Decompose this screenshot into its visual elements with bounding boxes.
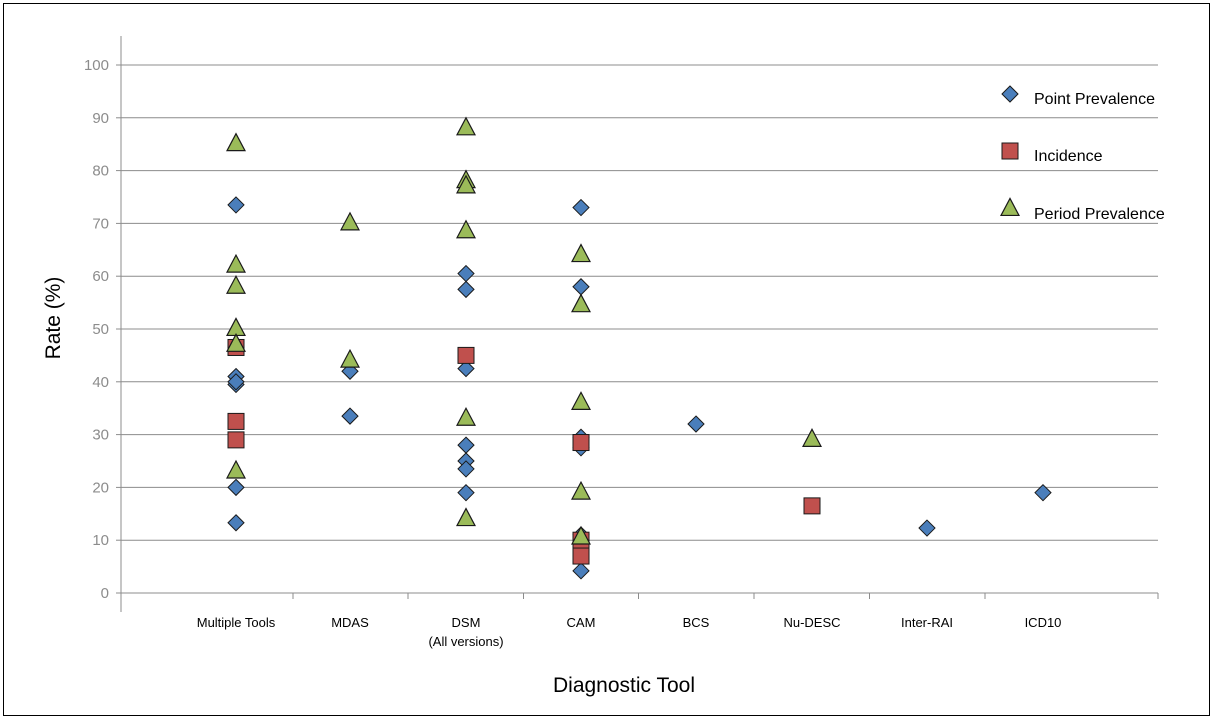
legend-item: Point Prevalence	[1001, 85, 1155, 108]
triangle-point	[456, 174, 476, 194]
triangle-point	[571, 525, 591, 545]
diamond-point	[572, 562, 590, 580]
legend: Point Prevalence Incidence Period Prevalen…	[1000, 85, 1165, 223]
gridlines	[121, 64, 1158, 541]
triangle-point	[226, 459, 246, 479]
x-tick-label: CAM	[567, 615, 596, 630]
y-tick-label: 100	[84, 57, 109, 74]
y-tick-labels: 0 10 20 30 40 50 60 70 80 90 100	[84, 57, 109, 602]
diamond-point	[457, 460, 475, 478]
triangle-point	[226, 317, 246, 337]
square-point	[803, 497, 821, 515]
legend-item: Incidence	[1001, 142, 1103, 165]
square-point	[572, 434, 590, 452]
triangle-point	[571, 293, 591, 313]
data-points	[226, 116, 1052, 580]
legend-triangle-icon	[1000, 197, 1020, 217]
triangle-point	[340, 348, 360, 368]
triangle-point	[456, 116, 476, 136]
triangle-point	[456, 406, 476, 426]
x-tick-label: (All versions)	[428, 634, 503, 649]
square-point	[227, 412, 245, 430]
triangle-point	[571, 391, 591, 410]
diamond-point	[227, 478, 245, 497]
legend-label: Point Prevalence	[1034, 91, 1155, 108]
triangle-point	[802, 428, 822, 447]
legend-label: Period Prevalence	[1034, 206, 1165, 223]
diamond-point	[227, 373, 245, 391]
x-tick-label: BCS	[683, 615, 710, 630]
diamond-point	[457, 280, 475, 299]
axes	[116, 36, 1159, 612]
triangle-point	[226, 132, 246, 152]
diamond-point	[687, 415, 705, 433]
y-tick-label: 60	[92, 268, 109, 285]
y-tick-label: 50	[92, 321, 109, 338]
triangle-point	[226, 253, 246, 273]
y-tick-label: 40	[92, 374, 109, 391]
x-tick-label: Nu-DESC	[783, 615, 840, 630]
y-tick-label: 30	[92, 427, 109, 444]
legend-label: Incidence	[1034, 148, 1103, 165]
y-tick-label: 70	[92, 215, 109, 232]
x-tick-label: Multiple Tools	[197, 615, 276, 630]
x-tick-label: ICD10	[1025, 615, 1062, 630]
y-tick-label: 90	[92, 110, 109, 127]
diamond-point	[227, 514, 245, 532]
diamond-point	[572, 198, 590, 217]
triangle-point	[226, 333, 246, 352]
y-axis-title: Rate (%)	[42, 277, 65, 360]
diamond-point	[341, 407, 359, 425]
square-point	[572, 547, 590, 565]
x-axis-title: Diagnostic Tool	[553, 674, 695, 697]
triangle-point	[571, 480, 591, 500]
diamond-point	[918, 519, 936, 537]
legend-diamond-icon	[1001, 85, 1019, 103]
y-tick-label: 0	[101, 585, 109, 602]
diamond-point	[572, 278, 590, 296]
diamond-point	[227, 196, 245, 214]
triangle-point	[571, 243, 591, 263]
diamond-point	[457, 436, 475, 454]
x-tick-label: DSM	[452, 615, 481, 630]
y-tick-label: 20	[92, 479, 109, 496]
chart-frame	[3, 3, 1210, 716]
diamond-point	[457, 359, 475, 378]
x-tick-label: Inter-RAI	[901, 615, 953, 630]
legend-square-icon	[1001, 142, 1019, 160]
diamond-point	[457, 483, 475, 502]
x-tick-labels: Multiple Tools MDAS DSM (All versions) CAM BC…	[197, 615, 1062, 649]
diamond-point	[1034, 483, 1052, 502]
diamond-point	[457, 264, 475, 283]
legend-item: Period Prevalence	[1000, 197, 1165, 223]
x-tick-label: MDAS	[331, 615, 369, 630]
triangle-point	[456, 507, 476, 527]
y-tick-label: 10	[92, 532, 109, 549]
triangle-point	[456, 219, 476, 239]
square-point	[457, 346, 475, 364]
triangle-point	[226, 274, 246, 294]
y-tick-label: 80	[92, 163, 109, 180]
triangle-point	[340, 211, 360, 231]
square-point	[227, 431, 245, 449]
